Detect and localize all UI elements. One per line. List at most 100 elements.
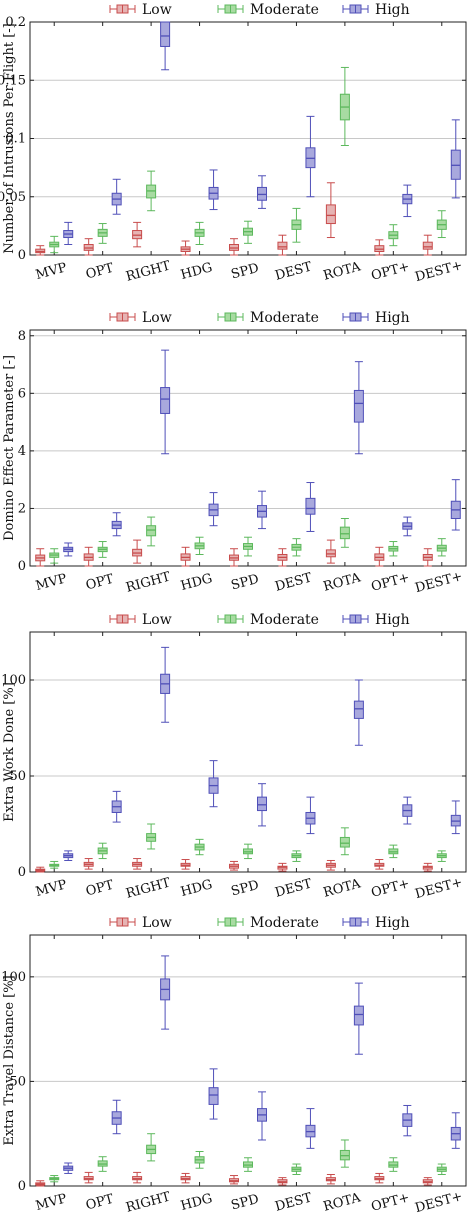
box-body xyxy=(422,241,433,250)
box-body xyxy=(325,204,336,225)
box-moderate-mvp xyxy=(49,548,60,564)
x-tick-label-hdg: HDG xyxy=(179,1191,214,1214)
x-tick-label-hdg: HDG xyxy=(179,571,214,594)
box-moderate-dest-plus xyxy=(436,210,447,239)
box-low-hdg xyxy=(180,859,191,870)
box-moderate-dest xyxy=(291,1163,302,1175)
box-body xyxy=(146,525,157,537)
y-tick-label: 6 xyxy=(18,386,26,401)
legend-label-moderate: Moderate xyxy=(250,2,319,18)
box-high-dest-plus xyxy=(450,1112,461,1149)
box-high-opt xyxy=(111,178,122,215)
box-moderate-opt-plus xyxy=(388,541,399,557)
box-moderate-mvp xyxy=(49,1175,60,1183)
x-tick-label-rota: ROTA xyxy=(322,1190,363,1214)
box-high-mvp xyxy=(63,1162,74,1174)
box-high-rota xyxy=(353,679,364,746)
box-low-right xyxy=(132,221,143,248)
box-moderate-right xyxy=(146,516,157,547)
legend-label-low: Low xyxy=(142,2,172,18)
legend-item-high: High xyxy=(342,310,410,326)
box-moderate-dest-plus xyxy=(436,850,447,862)
box-low-mvp xyxy=(35,548,46,567)
legend-label-low: Low xyxy=(142,310,172,326)
y-tick-label: 0.15 xyxy=(0,73,26,88)
legend-label-moderate: Moderate xyxy=(250,915,319,931)
x-tick-label-right: RIGHT xyxy=(124,569,172,595)
x-tick-label-dest: DEST xyxy=(273,259,313,283)
box-moderate-right xyxy=(146,823,157,850)
x-tick-label-opt-plus: OPT+ xyxy=(370,570,412,595)
x-tick-label-mvp: MVP xyxy=(34,877,69,900)
y-tick-label: 50 xyxy=(9,1074,26,1089)
plot-frame xyxy=(29,329,467,567)
box-moderate-dest-plus xyxy=(436,538,447,557)
x-tick-label-spd: SPD xyxy=(230,1192,261,1214)
y-axis-label: Extra Work Done [%] xyxy=(2,682,17,822)
box-low-rota xyxy=(325,859,336,871)
x-tick-label-dest: DEST xyxy=(273,1190,313,1214)
legend-label-moderate: Moderate xyxy=(250,310,319,326)
box-high-opt-plus xyxy=(402,516,413,537)
x-tick-label-opt: OPT xyxy=(84,1192,115,1214)
x-tick-label-right: RIGHT xyxy=(124,1189,172,1215)
legend: Low Moderate High xyxy=(109,612,410,628)
x-tick-label-opt-plus: OPT+ xyxy=(370,1190,412,1215)
box-moderate-hdg xyxy=(194,536,205,555)
y-tick-label: 0.2 xyxy=(5,15,26,30)
box-body xyxy=(160,387,171,414)
box-low-dest-plus xyxy=(422,1177,433,1186)
box-moderate-opt-plus xyxy=(388,1157,399,1172)
x-tick-label-opt-plus: OPT+ xyxy=(370,876,412,901)
x-tick-label-right: RIGHT xyxy=(124,258,172,284)
x-tick-label-right: RIGHT xyxy=(124,875,172,901)
box-high-dest xyxy=(305,796,316,835)
box-low-opt xyxy=(83,546,94,567)
box-body xyxy=(208,1087,219,1105)
box-low-dest-plus xyxy=(422,862,433,872)
x-tick-label-mvp: MVP xyxy=(34,571,69,594)
legend-item-high: High xyxy=(342,612,410,628)
x-tick-label-spd: SPD xyxy=(230,261,261,283)
x-tick-label-dest-plus: DEST+ xyxy=(414,258,465,285)
box-moderate-right xyxy=(146,1133,157,1162)
legend-item-low: Low xyxy=(109,612,172,628)
x-tick-label-mvp: MVP xyxy=(34,1191,69,1214)
x-tick-label-dest-plus: DEST+ xyxy=(414,875,465,902)
box-moderate-right xyxy=(146,170,157,212)
box-low-right xyxy=(132,539,143,564)
x-tick-label-rota: ROTA xyxy=(322,570,363,594)
box-high-spd xyxy=(257,783,267,827)
box-high-opt-plus xyxy=(402,184,413,218)
box-moderate-hdg xyxy=(194,1150,205,1169)
box-body xyxy=(305,497,316,515)
legend-item-high: High xyxy=(342,915,410,931)
legend-item-moderate: Moderate xyxy=(217,915,319,931)
box-moderate-opt xyxy=(97,223,108,244)
box-low-opt xyxy=(83,858,94,870)
plot-frame xyxy=(29,631,467,873)
box-moderate-dest xyxy=(291,850,302,862)
legend: Low Moderate High xyxy=(109,2,410,18)
y-tick-label: 2 xyxy=(18,501,26,516)
box-low-spd xyxy=(229,548,239,567)
x-tick-label-opt: OPT xyxy=(84,261,115,283)
box-high-dest xyxy=(305,1108,316,1149)
box-moderate-rota xyxy=(339,1139,350,1168)
box-high-dest xyxy=(305,482,316,532)
box-high-mvp xyxy=(63,221,74,246)
box-moderate-hdg xyxy=(194,221,205,246)
box-high-hdg xyxy=(208,492,219,527)
box-high-spd xyxy=(257,490,267,530)
box-body xyxy=(353,389,364,423)
legend-item-high: High xyxy=(342,2,410,18)
legend-item-low: Low xyxy=(109,915,172,931)
box-high-mvp xyxy=(63,850,74,861)
y-axis-label: Domino Effect Parameter [-] xyxy=(2,355,17,541)
legend-label-low: Low xyxy=(142,915,172,931)
box-high-rota xyxy=(353,982,364,1055)
legend-label-low: Low xyxy=(142,612,172,628)
